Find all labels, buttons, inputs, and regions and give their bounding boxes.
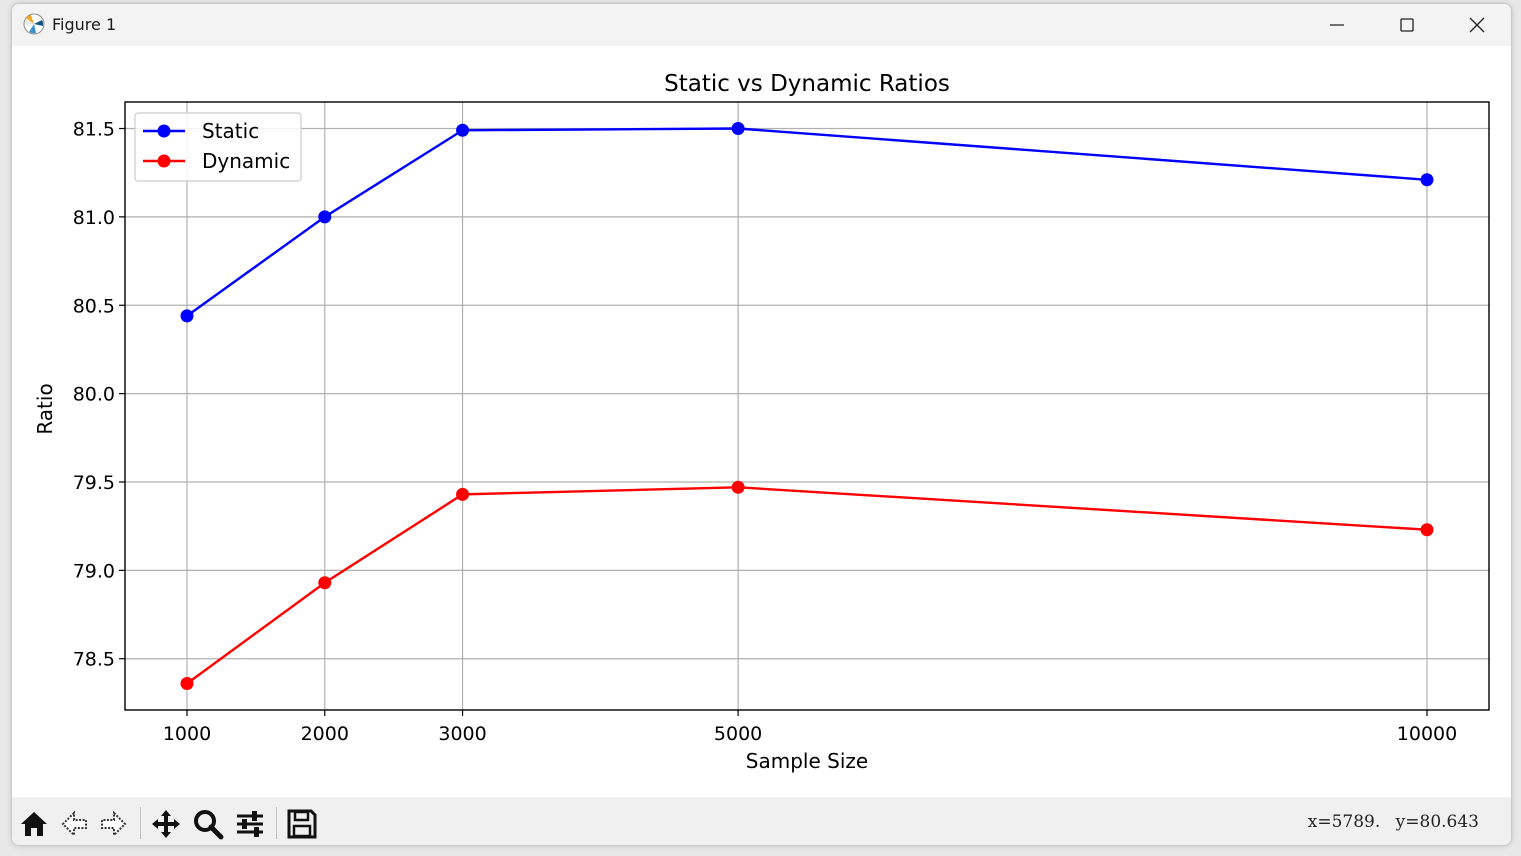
legend-label-dynamic: Dynamic bbox=[202, 149, 290, 173]
y-tick-label: 81.5 bbox=[73, 119, 115, 141]
y-tick-label: 79.0 bbox=[73, 560, 115, 582]
zoom-button[interactable] bbox=[190, 807, 226, 841]
window-title: Figure 1 bbox=[52, 15, 117, 34]
save-button[interactable] bbox=[284, 807, 320, 841]
legend-label-static: Static bbox=[202, 119, 259, 143]
y-tick-label: 79.5 bbox=[73, 472, 115, 494]
cursor-coordinates: x=5789. y=80.643 bbox=[1307, 812, 1479, 832]
back-button[interactable] bbox=[56, 807, 92, 841]
title-bar: Figure 1 bbox=[12, 4, 1511, 46]
home-button[interactable] bbox=[16, 807, 52, 841]
maximize-button[interactable] bbox=[1372, 4, 1442, 46]
data-point-static bbox=[1420, 173, 1434, 187]
zoom-icon bbox=[194, 810, 224, 840]
matplotlib-logo-icon bbox=[23, 13, 45, 35]
data-point-dynamic bbox=[180, 676, 194, 690]
legend: Static Dynamic bbox=[134, 112, 302, 182]
series-line-dynamic bbox=[186, 486, 1428, 685]
close-icon bbox=[1469, 17, 1485, 33]
save-icon bbox=[287, 809, 317, 839]
x-axis-label: Sample Size bbox=[746, 749, 868, 773]
forward-icon bbox=[101, 810, 127, 838]
configure-subplots-icon bbox=[237, 811, 263, 837]
y-tick-label: 78.5 bbox=[73, 649, 115, 671]
series-line-static bbox=[186, 127, 1428, 317]
data-point-static bbox=[456, 123, 470, 137]
y-tick-label: 81.0 bbox=[73, 207, 115, 229]
axes-frame bbox=[124, 101, 1490, 711]
data-point-static bbox=[731, 122, 745, 136]
chart-title: Static vs Dynamic Ratios bbox=[664, 71, 950, 97]
y-tick-label: 80.0 bbox=[73, 384, 115, 406]
pan-icon bbox=[152, 810, 180, 838]
navigation-toolbar: x=5789. y=80.643 bbox=[12, 797, 1511, 845]
y-tick-label: 80.5 bbox=[73, 295, 115, 317]
pan-button[interactable] bbox=[148, 807, 184, 841]
data-point-static bbox=[180, 309, 194, 323]
tick-labels: 1000 2000 3000 5000 10000 78.5 79.0 79.5 80.0 80.… bbox=[73, 119, 1458, 745]
legend-marker-dynamic bbox=[157, 154, 171, 168]
minimize-icon bbox=[1330, 24, 1344, 26]
x-tick-label: 3000 bbox=[438, 723, 486, 745]
figure-window: Figure 1 Static vs Dynamic Ratios 1000 20… bbox=[11, 3, 1512, 846]
data-point-dynamic bbox=[456, 487, 470, 501]
data-point-dynamic bbox=[1420, 523, 1434, 537]
series-layer bbox=[180, 122, 1434, 690]
home-icon bbox=[21, 812, 47, 836]
forward-button[interactable] bbox=[96, 807, 132, 841]
y-axis-label: Ratio bbox=[33, 383, 57, 434]
x-tick-label: 1000 bbox=[163, 723, 211, 745]
minimize-button[interactable] bbox=[1302, 4, 1372, 46]
data-point-dynamic bbox=[731, 480, 745, 494]
grid-lines bbox=[125, 102, 1489, 710]
x-tick-label: 10000 bbox=[1397, 723, 1457, 745]
configure-subplots-button[interactable] bbox=[232, 807, 268, 841]
back-icon bbox=[61, 810, 87, 838]
legend-marker-static bbox=[157, 124, 171, 138]
x-tick-label: 5000 bbox=[714, 723, 762, 745]
toolbar-separator bbox=[276, 807, 277, 839]
close-button[interactable] bbox=[1442, 4, 1511, 46]
data-point-static bbox=[318, 210, 332, 224]
data-point-dynamic bbox=[318, 576, 332, 590]
x-tick-label: 2000 bbox=[301, 723, 349, 745]
plot-canvas[interactable]: Static vs Dynamic Ratios 1000 2000 3000 500… bbox=[12, 46, 1511, 796]
line-chart: Static vs Dynamic Ratios 1000 2000 3000 500… bbox=[33, 71, 1490, 773]
toolbar-separator bbox=[140, 807, 141, 839]
maximize-icon bbox=[1400, 18, 1414, 32]
